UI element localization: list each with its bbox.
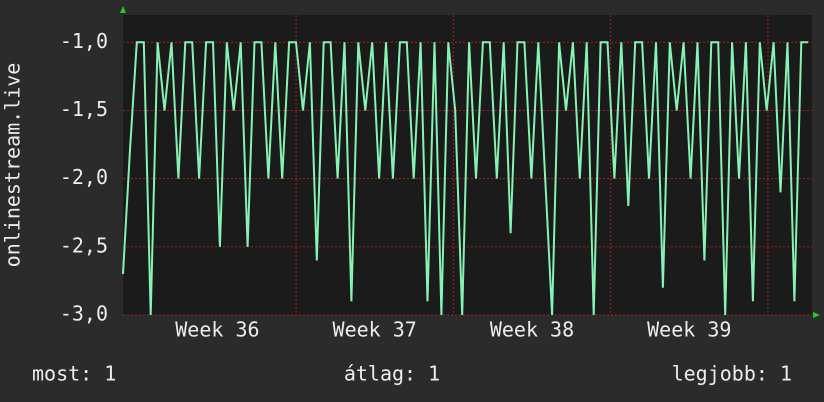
y-tick-label: -1,0	[60, 29, 108, 53]
data-line	[122, 41, 809, 316]
legend-stat: átlag: 1	[344, 362, 440, 386]
legend-stat: most: 1	[32, 362, 116, 386]
x-tick-label: Week 38	[490, 318, 574, 342]
x-tick-label: Week 37	[333, 318, 417, 342]
legend-stat: legjobb: 1	[672, 362, 792, 386]
x-tick-label: Week 39	[647, 318, 731, 342]
y-tick-label: -2,5	[60, 233, 108, 257]
x-tick-label: Week 36	[175, 318, 259, 342]
axis-arrow	[120, 6, 126, 13]
axis-arrow	[813, 312, 820, 318]
y-tick-label: -1,5	[60, 97, 108, 121]
y-tick-label: -2,0	[60, 165, 108, 189]
y-axis-label: onlinestream.live	[1, 63, 25, 268]
y-tick-label: -3,0	[60, 302, 108, 326]
